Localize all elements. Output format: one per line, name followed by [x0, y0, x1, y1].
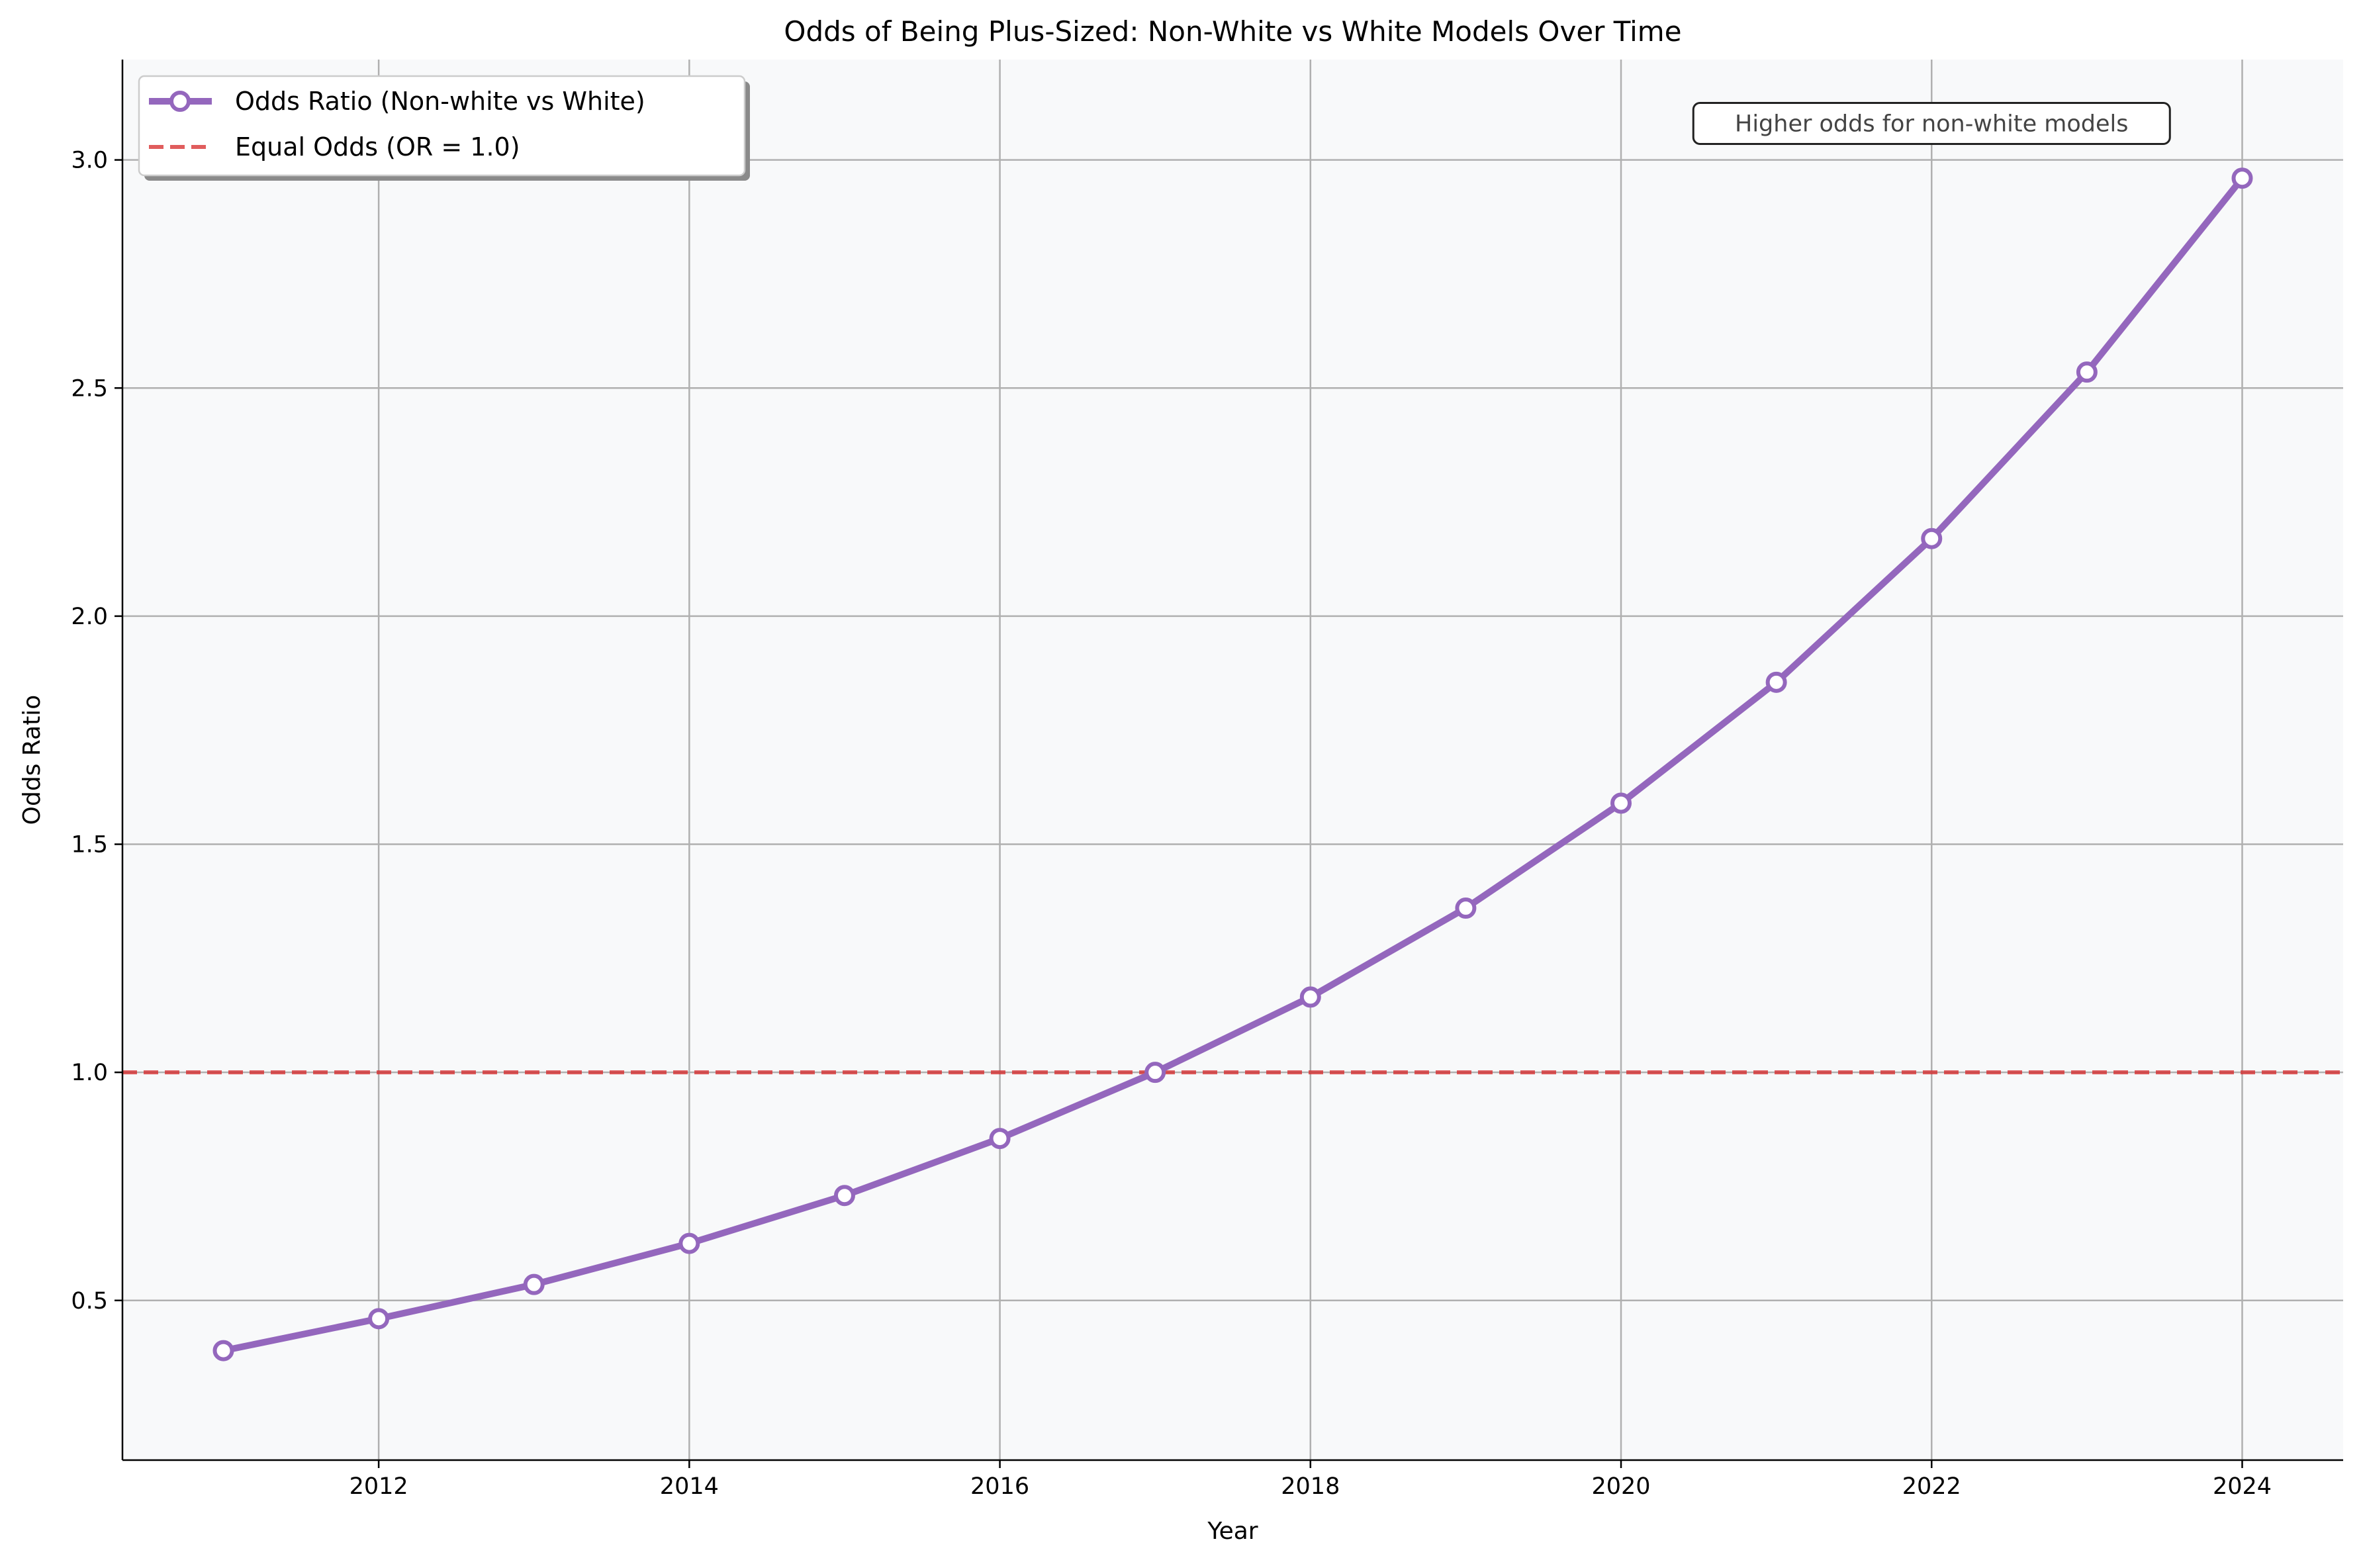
y-tick-label: 2.0: [71, 604, 108, 630]
x-tick-label: 2016: [970, 1473, 1029, 1500]
data-point: [1144, 1062, 1166, 1084]
x-tick-label: 2012: [349, 1473, 408, 1500]
data-point: [523, 1273, 545, 1295]
annotations: Higher odds for non-white models: [1692, 101, 2171, 145]
series-layer: [212, 167, 2253, 1361]
annotation-text: Higher odds for non-white models: [1735, 111, 2129, 137]
data-point: [212, 1340, 234, 1361]
data-point: [368, 1308, 390, 1330]
chart-title: Odds of Being Plus-Sized: Non-White vs W…: [784, 15, 1681, 48]
legend-label-odds-ratio: Odds Ratio (Non-white vs White): [235, 87, 645, 116]
data-point: [2076, 361, 2098, 383]
y-tick-label: 3.0: [71, 148, 108, 174]
series-line-odds-ratio: [220, 175, 2246, 1354]
x-ticks: 2012 2014 2016 2018 2020 2022 2024: [349, 1460, 2272, 1500]
legend-box: [138, 75, 746, 177]
y-tick-label: 1.5: [71, 832, 108, 858]
y-axis-label: Odds Ratio: [19, 695, 46, 825]
data-point: [1765, 671, 1787, 693]
data-point: [1921, 528, 1943, 549]
axes: [121, 60, 2343, 1461]
legend-marker-odds-ratio: [169, 91, 191, 112]
y-tick-label: 0.5: [71, 1288, 108, 1314]
annotation-box: [1692, 101, 2171, 145]
x-tick-label: 2014: [660, 1473, 719, 1500]
data-point: [1299, 986, 1321, 1008]
x-tick-label: 2020: [1591, 1473, 1650, 1500]
x-axis-label: Year: [1207, 1518, 1258, 1545]
y-tick-label: 1.0: [71, 1060, 108, 1086]
legend: Odds Ratio (Non-white vs White) Equal Odd…: [138, 75, 750, 181]
y-ticks: 0.5 1.0 1.5 2.0 2.5 3.0: [71, 148, 122, 1314]
x-tick-label: 2024: [2213, 1473, 2272, 1500]
data-point: [678, 1232, 700, 1254]
data-point: [1455, 898, 1477, 919]
data-point: [2231, 167, 2253, 189]
y-tick-label: 2.5: [71, 375, 108, 402]
data-point: [1610, 792, 1632, 814]
data-point: [989, 1128, 1011, 1150]
x-tick-label: 2018: [1281, 1473, 1340, 1500]
plot-area: [122, 60, 2343, 1460]
x-tick-label: 2022: [1902, 1473, 1961, 1500]
data-point: [833, 1185, 855, 1207]
legend-label-equal-odds: Equal Odds (OR = 1.0): [235, 132, 520, 161]
